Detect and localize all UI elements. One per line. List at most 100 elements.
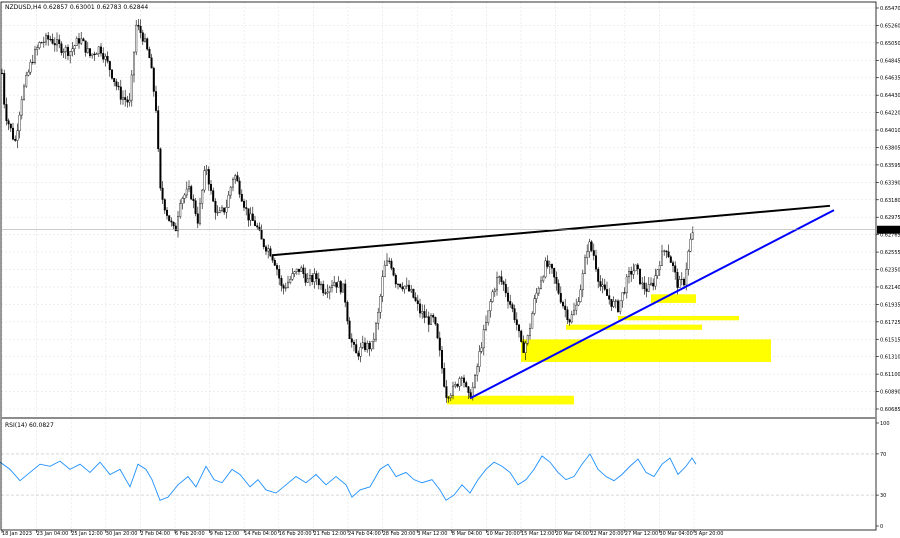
candle-body (366, 343, 369, 350)
price-tick-label: 0.64430 (880, 93, 900, 99)
candle-body (121, 97, 124, 100)
candle-body (610, 299, 613, 307)
candle-body (56, 39, 59, 46)
candle-body (229, 186, 232, 196)
axes: 0.65470 0.65260 0.65050 0.64845 0.64635 0.644… (1, 6, 900, 537)
candle-body (339, 281, 342, 293)
candle-body (209, 184, 212, 191)
price-tick-label: 0.62140 (880, 285, 900, 291)
candle-body (434, 317, 437, 325)
candle-body (487, 310, 490, 323)
price-tick-label: 0.60685 (880, 407, 900, 413)
candle-body (493, 289, 496, 293)
candle-body (564, 305, 567, 310)
time-tick-label: 27 Mar 12:00 (625, 531, 658, 537)
candle-body (496, 277, 499, 291)
candle-body (75, 38, 78, 46)
candle-body (289, 279, 292, 283)
support-zone (521, 339, 771, 362)
candle-body (322, 283, 325, 294)
candle-body (201, 189, 204, 204)
candle-body (612, 301, 615, 307)
candle-body (269, 248, 272, 257)
price-tick-label: 0.64845 (880, 58, 900, 64)
candle-body (227, 194, 230, 208)
time-tick-label: 28 Feb 20:00 (383, 531, 416, 537)
candle-body (438, 337, 441, 351)
candle-body (509, 301, 512, 305)
panel-separator (1, 417, 876, 419)
candle-body (480, 347, 483, 352)
candle-body (412, 288, 415, 298)
candle-body (110, 69, 113, 79)
candle-body (381, 276, 384, 297)
candle-body (423, 311, 426, 318)
price-tick-label: 0.61515 (880, 337, 900, 343)
candle-body (291, 273, 294, 280)
candle-body (581, 273, 584, 291)
candle-body (295, 268, 298, 272)
candle-body (599, 281, 602, 287)
candle-body (104, 56, 107, 60)
candle-body (636, 264, 639, 270)
candle-body (511, 304, 514, 309)
candle-body (71, 48, 74, 52)
candle-body (361, 342, 364, 348)
candle-body (108, 61, 111, 71)
candle-body (115, 81, 118, 87)
candle-body (276, 265, 279, 270)
candle-body (548, 264, 551, 267)
candle-body (212, 190, 215, 202)
candle-body (7, 120, 10, 125)
candle-body (478, 351, 481, 367)
support-zone (618, 315, 739, 321)
candle-body (64, 46, 67, 52)
price-tick-label: 0.62555 (880, 250, 900, 256)
candle-body (146, 38, 149, 50)
candle-body (562, 301, 565, 307)
candle-body (445, 386, 448, 398)
candle-body (168, 215, 171, 222)
candle-body (689, 238, 692, 252)
candle-body (148, 48, 151, 59)
candle-body (9, 123, 12, 129)
candle-body (113, 78, 116, 82)
price-tick-label: 0.61725 (880, 320, 900, 326)
candle-body (124, 97, 127, 100)
candle-body (368, 343, 371, 350)
candle-body (69, 51, 72, 56)
candle-body (584, 257, 587, 274)
candle-body (465, 382, 468, 387)
time-tick-label: 30 Jan 20:00 (106, 531, 138, 537)
candle-body (551, 264, 554, 269)
candle-body (632, 270, 635, 275)
candle-body (579, 289, 582, 302)
candle-body (238, 180, 241, 195)
price-tick-label: 0.65470 (880, 6, 900, 12)
candle-body (223, 207, 226, 213)
candle-body (106, 56, 109, 62)
candle-body (520, 330, 523, 342)
candle-body (38, 42, 41, 48)
time-tick-label: 20 Mar 04:00 (556, 531, 589, 537)
candle-body (205, 169, 208, 171)
candle-body (531, 313, 534, 329)
candle-body (348, 320, 351, 339)
candle-body (344, 283, 347, 303)
time-tick-label: 10 Mar 20:00 (486, 531, 519, 537)
candle-body (267, 248, 270, 252)
candle-body (337, 281, 340, 288)
candle-body (603, 284, 606, 290)
candle-body (73, 45, 76, 49)
candle-body (280, 278, 283, 286)
candle-body (680, 278, 683, 280)
candle-body (342, 283, 345, 293)
candle-body (601, 284, 604, 287)
candle-body (240, 194, 243, 202)
candle-body (449, 395, 452, 398)
price-tick-label: 0.63595 (880, 163, 900, 169)
candle-body (49, 39, 52, 41)
candle-body (306, 278, 309, 283)
candle-body (392, 268, 395, 276)
